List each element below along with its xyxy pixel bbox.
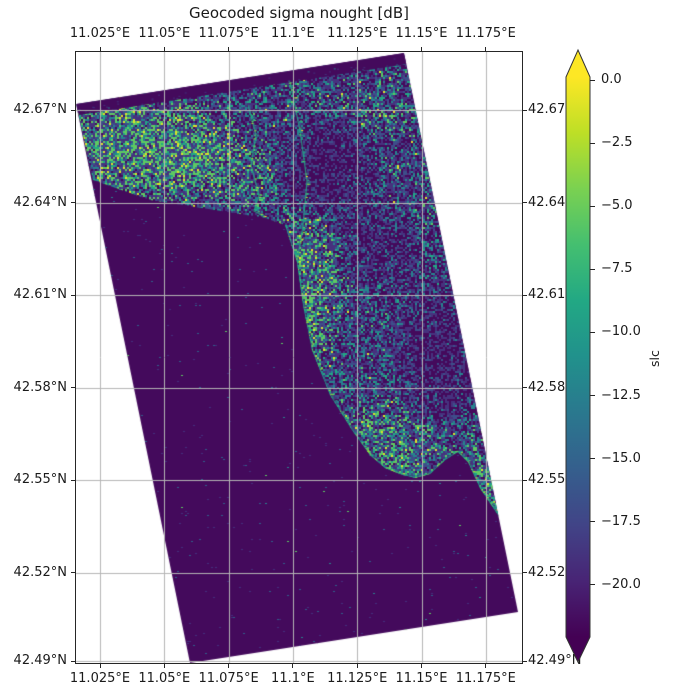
x-tick-bottom [421, 664, 422, 668]
colorbar [565, 48, 591, 664]
colorbar-tick-label: −12.5 [601, 387, 641, 403]
y-tick-left [71, 660, 75, 662]
colorbar-tick [590, 584, 595, 586]
x-tick-top [228, 47, 230, 51]
y-tick-right [523, 387, 527, 388]
x-tick-bottom [163, 664, 165, 668]
x-tick-top [356, 47, 358, 51]
y-tick-label-right: 42.49°N [528, 653, 582, 668]
x-tick-top [163, 47, 165, 51]
colorbar-tick-label: −5.0 [601, 198, 633, 214]
x-tick-bottom [292, 664, 294, 668]
y-tick-right [523, 660, 527, 662]
colorbar-tick-label: −2.5 [601, 135, 633, 151]
colorbar-tick-label: −15.0 [601, 450, 641, 466]
y-tick-left [71, 387, 75, 388]
colorbar-tick-label: 0.0 [601, 72, 622, 87]
y-tick-right [523, 294, 527, 296]
colorbar-tick-label: −17.5 [601, 513, 641, 529]
y-tick-right [523, 109, 527, 111]
x-tick-bottom [99, 664, 101, 668]
y-tick-label-right: 42.67 [528, 102, 566, 117]
y-tick-left [71, 572, 75, 573]
y-tick-label-left: 42.55°N [13, 472, 67, 487]
y-tick-label-left: 42.67°N [13, 102, 67, 117]
x-tick-label-bottom: 11.05°E [138, 671, 191, 686]
colorbar-tick [590, 142, 595, 144]
x-tick-bottom [228, 664, 230, 668]
x-tick-top [485, 47, 487, 51]
y-tick-label-right: 42.61 [528, 287, 566, 302]
sar-image-canvas [75, 51, 523, 664]
colorbar-tick [590, 521, 595, 523]
y-tick-left [71, 479, 75, 481]
y-tick-right [523, 202, 527, 203]
colorbar-tick [590, 331, 595, 333]
x-tick-top [421, 47, 422, 51]
x-tick-label-bottom: 11.175°E [455, 671, 516, 686]
y-tick-left [71, 109, 75, 111]
y-tick-label-left: 42.61°N [13, 287, 67, 302]
y-tick-label-left: 42.64°N [13, 194, 67, 210]
y-tick-right [523, 479, 527, 481]
x-tick-top [292, 47, 294, 51]
y-tick-label-right: 42.58 [528, 379, 566, 395]
x-tick-label-top: 11.05°E [138, 26, 191, 41]
x-tick-label-top: 11.175°E [455, 26, 516, 41]
colorbar-tick-label: −7.5 [601, 261, 633, 277]
x-tick-top [99, 47, 101, 51]
x-tick-label-top: 11.025°E [69, 26, 131, 41]
colorbar-tick-label: −10.0 [601, 324, 641, 340]
y-tick-label-right: 42.64 [528, 194, 566, 210]
x-tick-label-top: 11.15°E [395, 26, 448, 41]
colorbar-tick [590, 205, 595, 207]
x-tick-label-top: 11.075°E [198, 26, 259, 41]
x-tick-label-bottom: 11.025°E [69, 671, 131, 686]
y-tick-label-right: 42.52 [528, 564, 566, 580]
x-tick-bottom [485, 664, 487, 668]
y-tick-right [523, 572, 527, 573]
x-tick-label-bottom: 11.125°E [327, 671, 388, 686]
colorbar-tick [590, 79, 595, 81]
plot-title: Geocoded sigma nought [dB] [189, 4, 409, 22]
colorbar-gradient-bar [565, 48, 591, 664]
y-tick-label-left: 42.52°N [13, 564, 67, 580]
colorbar-tick-label: −20.0 [601, 576, 641, 592]
y-tick-label-left: 42.49°N [13, 653, 67, 668]
colorbar-label: slc [647, 350, 662, 368]
x-tick-label-bottom: 11.15°E [395, 671, 448, 686]
x-tick-label-top: 11.125°E [327, 26, 388, 41]
y-tick-left [71, 294, 75, 296]
x-tick-bottom [356, 664, 358, 668]
x-tick-label-bottom: 11.075°E [198, 671, 259, 686]
y-tick-label-right: 42.55 [528, 472, 566, 487]
y-tick-label-left: 42.58°N [13, 379, 67, 395]
y-tick-left [71, 202, 75, 203]
x-tick-label-top: 11.1°E [271, 26, 315, 41]
colorbar-tick [590, 268, 595, 270]
colorbar-tick [590, 458, 595, 460]
x-tick-label-bottom: 11.1°E [271, 671, 315, 686]
colorbar-tick [590, 395, 595, 396]
